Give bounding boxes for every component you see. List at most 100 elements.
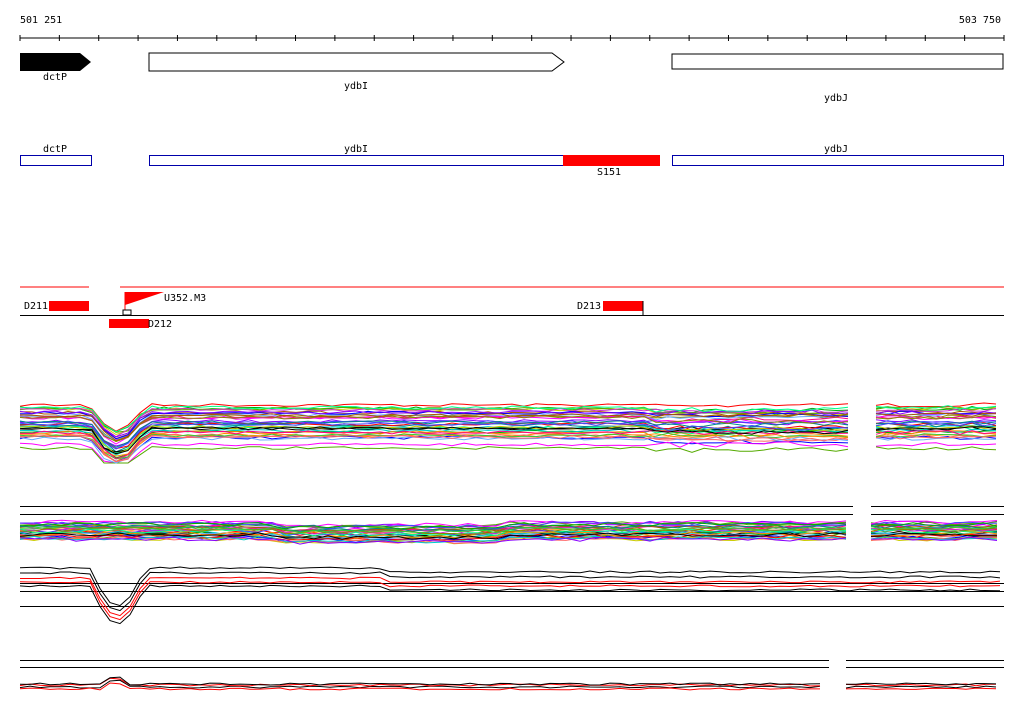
trace-line	[19, 524, 847, 532]
trace-line	[875, 406, 997, 411]
trace-line	[870, 528, 998, 534]
expression-panel-2-frame	[20, 506, 1004, 515]
trace-line	[870, 519, 998, 525]
trace-line	[19, 403, 849, 432]
trace-line	[875, 410, 997, 415]
trace-line	[875, 407, 997, 413]
expression-panel-2	[19, 519, 998, 545]
gene-label-ydbj: ydbJ	[824, 93, 848, 104]
trace-line	[845, 685, 997, 689]
feature-box-d213[interactable]	[603, 301, 643, 311]
gene-label-ydbi: ydbI	[344, 81, 368, 92]
expression-panel-4	[19, 676, 997, 691]
trace-line	[870, 526, 998, 531]
trace-line	[875, 430, 997, 435]
trace-line	[19, 526, 847, 534]
feature-track: D211 U352.M3 D212 D213	[20, 286, 1004, 330]
trace-line	[845, 687, 997, 690]
trace-line	[19, 425, 849, 455]
transcript-box-ydbj[interactable]	[672, 155, 1004, 166]
feature-label-d212: D212	[148, 319, 172, 330]
expression-panel-3	[19, 566, 1001, 625]
trace-line	[19, 535, 847, 544]
transcript-label-s151: S151	[597, 167, 621, 178]
trace-line	[19, 679, 821, 689]
trace-line	[19, 412, 849, 442]
trace-line	[875, 426, 997, 431]
trace-line	[19, 427, 849, 456]
gene-label-dctp: dctP	[43, 72, 67, 83]
trace-line	[19, 406, 849, 433]
trace-line	[870, 533, 998, 539]
feature-label-d213: D213	[577, 301, 601, 312]
trace-line	[875, 421, 997, 427]
transcript-label-ydbi: ydbI	[344, 144, 368, 155]
ruler-end-label: 503 750	[959, 15, 1001, 26]
feature-box-d211[interactable]	[49, 301, 89, 311]
trace-line	[19, 532, 847, 540]
trace-line	[19, 566, 1001, 607]
trace-line	[19, 421, 849, 450]
trace-line	[19, 430, 849, 460]
trace-line	[20, 576, 1001, 617]
trace-line	[875, 433, 997, 438]
transcript-box-dctp[interactable]	[20, 155, 92, 166]
feature-label-d211: D211	[24, 301, 48, 312]
trace-line	[19, 536, 847, 545]
trace-line	[19, 415, 849, 443]
expression-panel-4-frame	[20, 660, 1004, 668]
trace-line	[19, 676, 821, 686]
transcript-track: dctP ydbI S151 ydbJ	[20, 144, 1004, 178]
trace-line	[870, 536, 998, 541]
trace-line	[875, 414, 997, 420]
transcript-box-s151[interactable]	[563, 155, 660, 166]
trace-line	[875, 410, 997, 415]
trace-line	[870, 522, 998, 527]
trace-line	[19, 441, 849, 464]
gene-arrow-ydbi[interactable]	[148, 52, 565, 72]
trace-line	[875, 402, 997, 408]
feature-box-d212[interactable]	[109, 319, 149, 328]
trace-line	[19, 434, 849, 463]
trace-line	[19, 522, 847, 530]
feature-marker-u352[interactable]	[125, 292, 164, 305]
ruler-start-label: 501 251	[20, 15, 62, 26]
expression-panel-1	[19, 402, 997, 464]
trace-line	[19, 420, 849, 448]
feature-tick-u352	[122, 309, 132, 316]
gene-track: dctP ydbI ydbJ	[20, 52, 1004, 104]
trace-line	[875, 412, 997, 417]
trace-line	[870, 532, 998, 537]
trace-line	[19, 580, 1001, 621]
trace-line	[19, 531, 847, 539]
trace-line	[19, 531, 847, 540]
trace-line	[845, 682, 997, 686]
trace-line	[19, 426, 849, 455]
feature-label-u352: U352.M3	[164, 293, 206, 304]
trace-line	[19, 409, 849, 438]
transcript-label-dctp: dctP	[43, 144, 67, 155]
gene-arrow-dctp[interactable]	[20, 53, 91, 71]
ruler: 501 251 503 750	[19, 15, 1005, 41]
trace-line	[19, 682, 820, 691]
trace-line	[875, 442, 997, 447]
trace-line	[845, 683, 996, 687]
trace-line	[875, 446, 997, 451]
trace-line	[870, 524, 998, 529]
trace-line	[20, 521, 847, 530]
expression-panel-3-frame	[20, 583, 1004, 607]
trace-line	[19, 415, 849, 445]
trace-line	[875, 435, 997, 440]
trace-line	[19, 446, 849, 464]
trace-line	[19, 419, 849, 450]
transcript-label-ydbj: ydbJ	[824, 144, 848, 155]
trace-line	[19, 528, 847, 537]
gene-arrow-ydbj[interactable]	[671, 53, 1004, 70]
ruler-ticks	[19, 35, 1005, 41]
transcript-box-ydbi[interactable]	[149, 155, 564, 166]
trace-line	[19, 430, 849, 457]
trace-line	[19, 405, 849, 433]
trace-line	[875, 405, 997, 410]
trace-line	[19, 584, 1001, 625]
